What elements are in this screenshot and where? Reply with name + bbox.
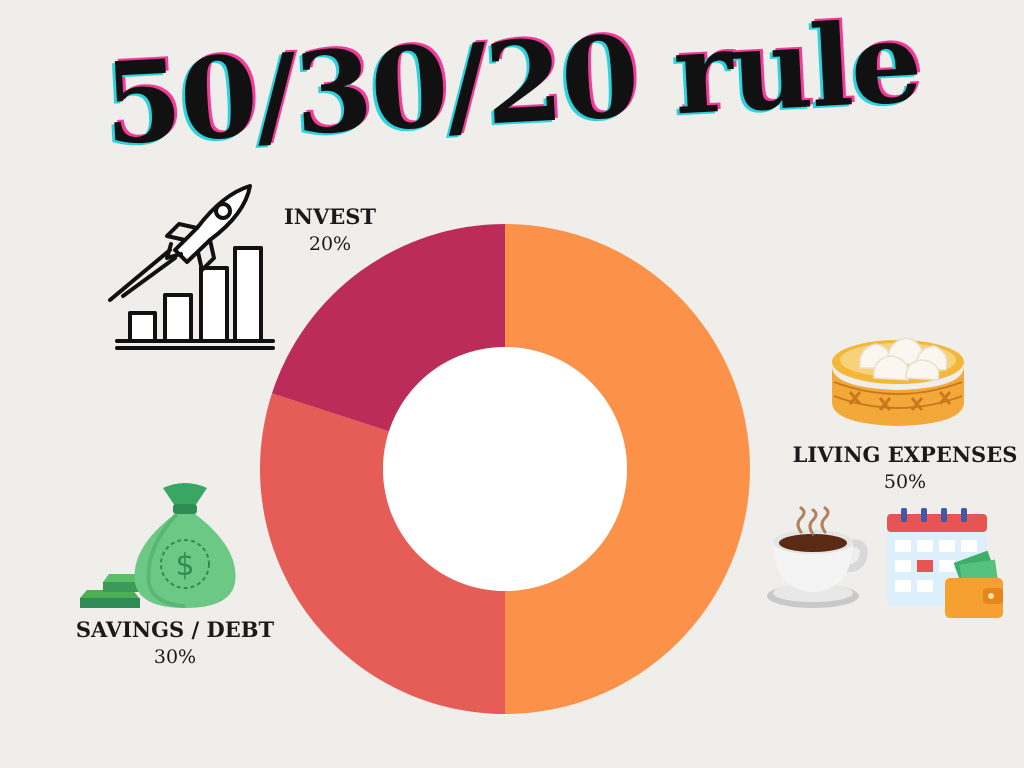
living-expenses-label: LIVING EXPENSES 50% <box>790 440 1020 496</box>
donut-hole <box>383 347 627 591</box>
invest-label-name: INVEST <box>283 204 377 229</box>
rocket-growth-chart-icon <box>108 184 275 350</box>
wallet-icon <box>945 550 1003 618</box>
living-expenses-label-percent: 50% <box>883 471 927 494</box>
dumpling-steamer-icon <box>832 337 964 426</box>
svg-text:$: $ <box>175 548 194 583</box>
donut-slice-living-expenses <box>505 224 750 714</box>
money-bag-icon: $ <box>80 483 236 608</box>
donut-slice-savings-debt <box>259 393 505 714</box>
savings-label-name: SAVINGS / DEBT <box>75 617 275 642</box>
invest-label-percent: 20% <box>308 233 352 256</box>
donut-slice-invest <box>271 224 505 432</box>
savings-label-percent: 30% <box>153 646 197 669</box>
living-expenses-label-name: LIVING EXPENSES <box>792 442 1018 467</box>
invest-label: INVEST 20% <box>270 202 390 258</box>
savings-label: SAVINGS / DEBT 30% <box>60 615 290 671</box>
coffee-cup-icon <box>767 506 868 608</box>
